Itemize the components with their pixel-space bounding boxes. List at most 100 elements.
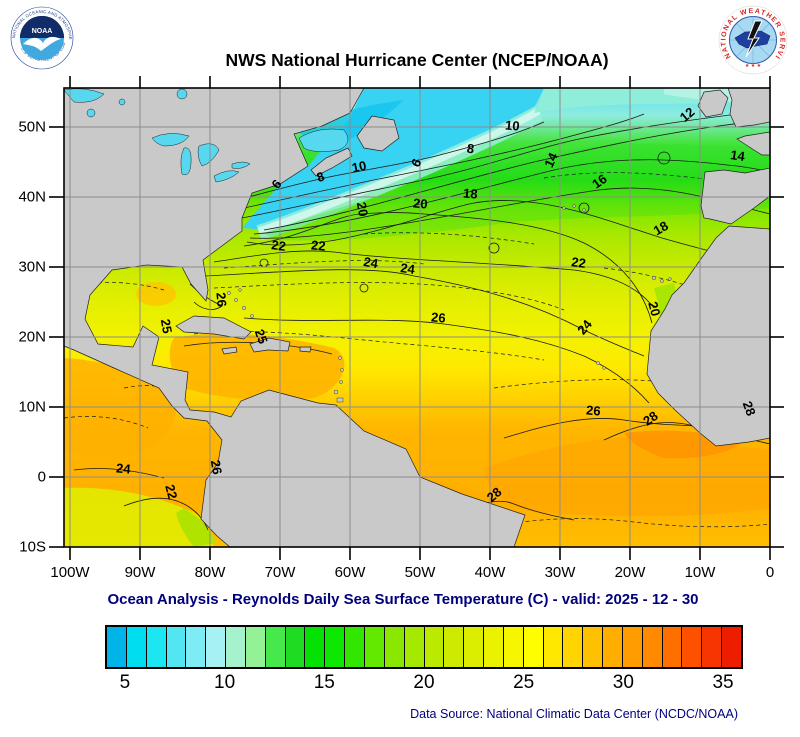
- contour-label: 22: [570, 254, 586, 271]
- colorbar-cell: [583, 627, 604, 667]
- lake-ontario: [231, 161, 251, 169]
- colorbar-cell: [364, 627, 385, 667]
- colorbar: [105, 625, 743, 669]
- noaa-dark-hemisphere: [20, 16, 64, 38]
- colorbar-cell: [384, 627, 405, 667]
- colorbar-cell: [305, 627, 326, 667]
- contour-label: 14: [729, 147, 746, 164]
- lakes: [63, 88, 349, 183]
- data-source-text: Data Source: National Climatic Data Cent…: [410, 707, 738, 721]
- map-subtitle: Ocean Analysis - Reynolds Daily Sea Surf…: [107, 591, 699, 608]
- colorbar-cell: [206, 627, 227, 667]
- land-puerto-rico: [299, 346, 312, 353]
- contour-label: 24: [116, 460, 132, 476]
- contour-label: 8: [314, 168, 326, 185]
- land-great-britain: [727, 87, 771, 128]
- colorbar-cell: [245, 627, 266, 667]
- contour-label: 14: [541, 150, 561, 170]
- nws-logo: NATIONAL WEATHER SERVICE ★ ★ ★: [715, 0, 788, 75]
- land-newfoundland: [356, 115, 400, 152]
- colorbar-labels: 5 10 15 20 25 30 35: [105, 672, 743, 696]
- lake-erie: [213, 170, 240, 183]
- colorbar-cell: [464, 627, 485, 667]
- contour-label: 26: [208, 459, 225, 476]
- contour-label: 8: [466, 141, 475, 157]
- colorbar-cell: [285, 627, 306, 667]
- page-title: NWS National Hurricane Center (NCEP/NOAA…: [225, 50, 609, 70]
- colorbar-cell: [682, 627, 703, 667]
- contour-label: 20: [645, 300, 663, 318]
- noaa-seagull-icon: [23, 36, 61, 51]
- x-tick-label: 60W: [334, 564, 366, 581]
- contour-label: 24: [362, 254, 380, 271]
- colorbar-cell: [603, 627, 623, 667]
- colorbar-cell: [642, 627, 663, 667]
- x-tick-label: 40W: [474, 564, 506, 581]
- colorbar-cell: [226, 627, 246, 667]
- map-frame: [63, 87, 771, 548]
- contour-label: 16: [589, 171, 609, 192]
- y-tick-label: 10N: [18, 398, 46, 416]
- lake-superior: [151, 133, 190, 147]
- colorbar-cell: [543, 627, 564, 667]
- contour-label: 18: [463, 185, 479, 201]
- contour-label: 18: [651, 218, 671, 238]
- x-axis-labels: 100W 90W 80W 70W 60W 50W 40W 30W 20W 10W 0: [50, 564, 774, 584]
- x-tick-label: 0: [765, 564, 775, 581]
- nws-stars: ★ ★ ★: [745, 63, 762, 69]
- lake-michigan: [180, 147, 192, 176]
- colorbar-cell: [166, 627, 187, 667]
- contour-label: 22: [270, 237, 286, 254]
- colorbar-tick-label: 10: [214, 672, 236, 693]
- contour-label: 10: [505, 117, 521, 133]
- contour-label: 20: [413, 195, 429, 211]
- contour-label: 26: [431, 309, 447, 325]
- contour-label: 26: [586, 402, 602, 418]
- colorbar-tick-label: 15: [313, 672, 335, 693]
- land-cuba: [175, 315, 252, 340]
- colorbar-tick-label: 25: [513, 672, 535, 693]
- x-tick-label: 80W: [194, 564, 226, 581]
- y-tick-label: 50N: [18, 118, 46, 136]
- y-tick-label: 20N: [18, 328, 46, 346]
- nws-logo-graphic: NATIONAL WEATHER SERVICE ★ ★ ★: [715, 0, 788, 75]
- x-tick-label: 20W: [614, 564, 646, 581]
- x-tick-label: 50W: [404, 564, 436, 581]
- land-jamaica: [221, 346, 238, 355]
- y-tick-label: 40N: [18, 188, 46, 206]
- colorbar-cell: [146, 627, 167, 667]
- land-nova-scotia: [310, 147, 353, 177]
- y-axis-labels: 50N 40N 30N 20N 10N 0 10S: [0, 88, 46, 556]
- colorbar-cell: [484, 627, 504, 667]
- contour-label: 10: [350, 158, 367, 176]
- sst-map: 6 8 10 6 8 10 12 14 14 16 18 18 20 20 22 22 22 24 24 24 20 26…: [49, 76, 784, 560]
- colorbar-cell: [424, 627, 445, 667]
- y-tick-label: 0: [37, 468, 46, 486]
- colorbar-cell: [523, 627, 544, 667]
- contour-label: 28: [640, 408, 660, 429]
- lake-huron: [197, 143, 220, 167]
- noaa-center-text: NOAA: [32, 28, 53, 35]
- colorbar-cell: [107, 627, 127, 667]
- colorbar-tick-label: 5: [119, 672, 131, 693]
- colorbar-cell: [186, 627, 207, 667]
- contour-label: 24: [399, 260, 416, 277]
- y-tick-label: 30N: [18, 258, 46, 276]
- colorbar-cell: [325, 627, 346, 667]
- x-tick-label: 10W: [684, 564, 716, 581]
- x-tick-label: 30W: [544, 564, 576, 581]
- colorbar-cell: [503, 627, 524, 667]
- colorbar-cell: [126, 627, 147, 667]
- colorbar-cell: [662, 627, 683, 667]
- colorbar-cell: [563, 627, 584, 667]
- x-tick-label: 70W: [264, 564, 296, 581]
- contour-label: 26: [213, 292, 229, 308]
- land-small-islands: [227, 204, 672, 403]
- colorbar-cell: [444, 627, 465, 667]
- gulf-of-st-lawrence: [298, 128, 349, 152]
- x-tick-label: 90W: [124, 564, 156, 581]
- contour-label: 20: [354, 201, 371, 218]
- contour-label: 28: [740, 399, 759, 418]
